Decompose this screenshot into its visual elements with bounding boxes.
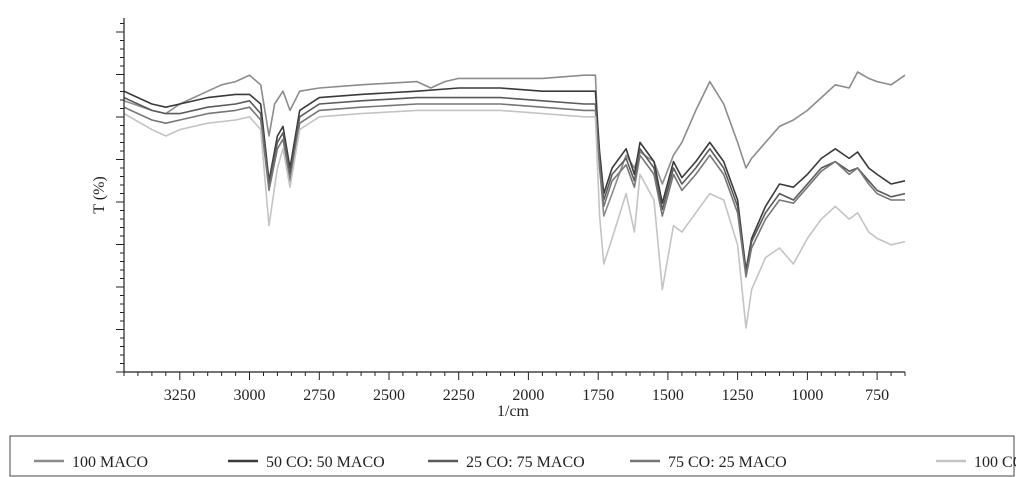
y-axis-label: T (%) bbox=[91, 176, 108, 213]
series-line-3 bbox=[123, 103, 905, 278]
legend-label-3: 75 CO: 25 MACO bbox=[668, 454, 787, 471]
x-tick-label: 1750 bbox=[582, 387, 614, 404]
x-tick-label: 2500 bbox=[373, 387, 405, 404]
x-tick-label: 750 bbox=[865, 387, 889, 404]
plot-area bbox=[123, 71, 906, 329]
legend-items: 100 MACO 50 CO: 50 MACO 25 CO: 75 MACO 75 C… bbox=[34, 454, 1016, 471]
legend-label-2: 25 CO: 75 MACO bbox=[466, 454, 585, 471]
x-tick-label: 2250 bbox=[443, 387, 475, 404]
x-axis-label: 1/cm bbox=[497, 403, 530, 420]
y-ticks bbox=[116, 23, 124, 373]
series-line-4 bbox=[123, 109, 906, 329]
x-tick-label: 3000 bbox=[234, 387, 266, 404]
x-tick-label: 1000 bbox=[791, 387, 823, 404]
x-tick-label: 1250 bbox=[722, 387, 754, 404]
legend-label-0: 100 MACO bbox=[72, 454, 148, 471]
legend: 100 MACO 50 CO: 50 MACO 25 CO: 75 MACO 75 C… bbox=[9, 435, 1016, 477]
series-line-0 bbox=[123, 71, 906, 217]
x-tick-label: 2000 bbox=[512, 387, 544, 404]
x-tick-label: 2750 bbox=[303, 387, 335, 404]
legend-box bbox=[9, 435, 1015, 477]
series-line-1 bbox=[123, 87, 906, 272]
x-ticks: 3250 3000 2750 2500 2250 2000 1750 1500 1250 1000… bbox=[123, 372, 906, 404]
legend-label-1: 50 CO: 50 MACO bbox=[266, 454, 385, 471]
x-tick-label: 1500 bbox=[652, 387, 684, 404]
x-tick-label: 3250 bbox=[164, 387, 196, 404]
legend-label-4: 100 CO bbox=[974, 454, 1016, 471]
